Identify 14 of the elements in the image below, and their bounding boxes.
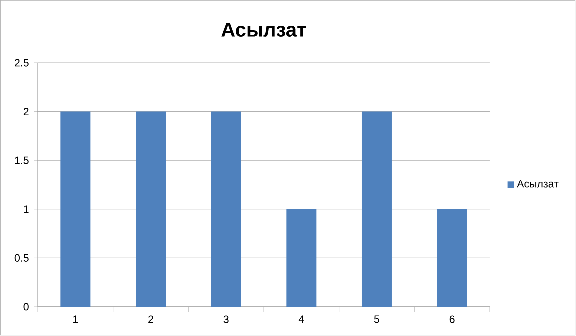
y-tick-label: 0.5 <box>14 254 29 262</box>
x-tick-label: 4 <box>298 316 304 324</box>
x-tick-label: 2 <box>148 316 154 324</box>
y-tick-label: 1.5 <box>15 156 29 164</box>
y-tick-label: 2.5 <box>15 59 29 67</box>
y-tick-label: 0 <box>24 303 29 311</box>
y-tick-label: 2 <box>24 108 29 116</box>
legend-label: Асылзат <box>517 180 559 188</box>
x-tick-label: 1 <box>74 316 78 324</box>
y-tick-label: 1 <box>24 206 29 214</box>
chart-title: Асылзат <box>222 23 306 37</box>
x-tick-label: 3 <box>224 316 229 324</box>
x-tick-label: 6 <box>450 316 455 324</box>
x-tick-label: 5 <box>374 316 380 324</box>
